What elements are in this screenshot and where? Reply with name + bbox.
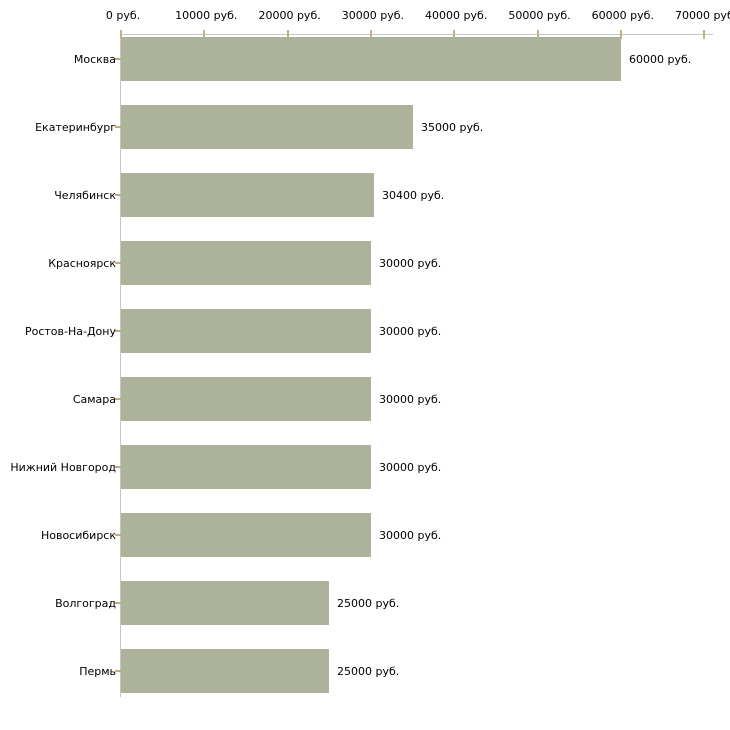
category-label: Москва [73,52,116,66]
x-tick [619,30,622,39]
chart-row: Челябинск 30400 руб. [0,173,730,217]
category-label: Нижний Новгород [10,460,116,474]
bar [121,649,329,693]
chart-row: Москва 60000 руб. [0,37,730,81]
x-tick [286,30,289,39]
x-tick-label: 10000 руб. [175,9,238,22]
value-label: 30400 руб. [382,188,445,202]
y-tick [115,126,121,128]
x-tick [369,30,372,39]
x-tick-label: 50000 руб. [508,9,571,22]
y-tick [115,194,121,196]
y-tick [115,466,121,468]
x-tick-label: 70000 руб. [674,9,730,22]
value-label: 60000 руб. [629,52,692,66]
value-label: 30000 руб. [379,392,442,406]
category-label: Ростов-На-Дону [24,324,116,338]
chart-row: Пермь 25000 руб. [0,649,730,693]
y-tick [115,262,121,264]
category-label: Волгоград [55,596,116,610]
x-axis-line [121,34,713,35]
x-tick-label: 60000 руб. [591,9,654,22]
y-tick [115,602,121,604]
y-tick [115,670,121,672]
x-tick [120,30,122,39]
category-label: Самара [72,392,116,406]
x-tick [703,30,706,39]
chart-row: Нижний Новгород 30000 руб. [0,445,730,489]
x-tick [453,30,456,39]
chart-row: Самара 30000 руб. [0,377,730,421]
y-tick [115,534,121,536]
x-tick-label: 0 руб. [105,9,141,22]
chart-row: Красноярск 30000 руб. [0,241,730,285]
category-label: Екатеринбург [35,120,116,134]
category-label: Новосибирск [40,528,116,542]
y-tick [115,330,121,332]
y-tick [115,398,121,400]
bar [121,377,371,421]
x-tick [536,30,539,39]
x-tick [203,30,206,39]
y-tick [115,58,121,60]
y-axis-line [120,34,121,697]
chart-row: Ростов-На-Дону 30000 руб. [0,309,730,353]
value-label: 30000 руб. [379,460,442,474]
chart-row: Волгоград 25000 руб. [0,581,730,625]
category-label: Пермь [79,664,116,678]
value-label: 30000 руб. [379,324,442,338]
x-tick-label: 20000 руб. [258,9,321,22]
category-label: Красноярск [48,256,116,270]
bar [121,37,621,81]
bar [121,309,371,353]
bar [121,581,329,625]
bar [121,173,374,217]
value-label: 25000 руб. [337,664,400,678]
value-label: 25000 руб. [337,596,400,610]
value-label: 35000 руб. [421,120,484,134]
category-label: Челябинск [54,188,116,202]
chart-row: Екатеринбург 35000 руб. [0,105,730,149]
x-tick-label: 30000 руб. [341,9,405,22]
chart-row: Новосибирск 30000 руб. [0,513,730,557]
bar [121,445,371,489]
value-label: 30000 руб. [379,528,442,542]
value-label: 30000 руб. [379,256,442,270]
bar [121,105,413,149]
bar [121,513,371,557]
bar [121,241,371,285]
x-tick-label: 40000 руб. [425,9,488,22]
